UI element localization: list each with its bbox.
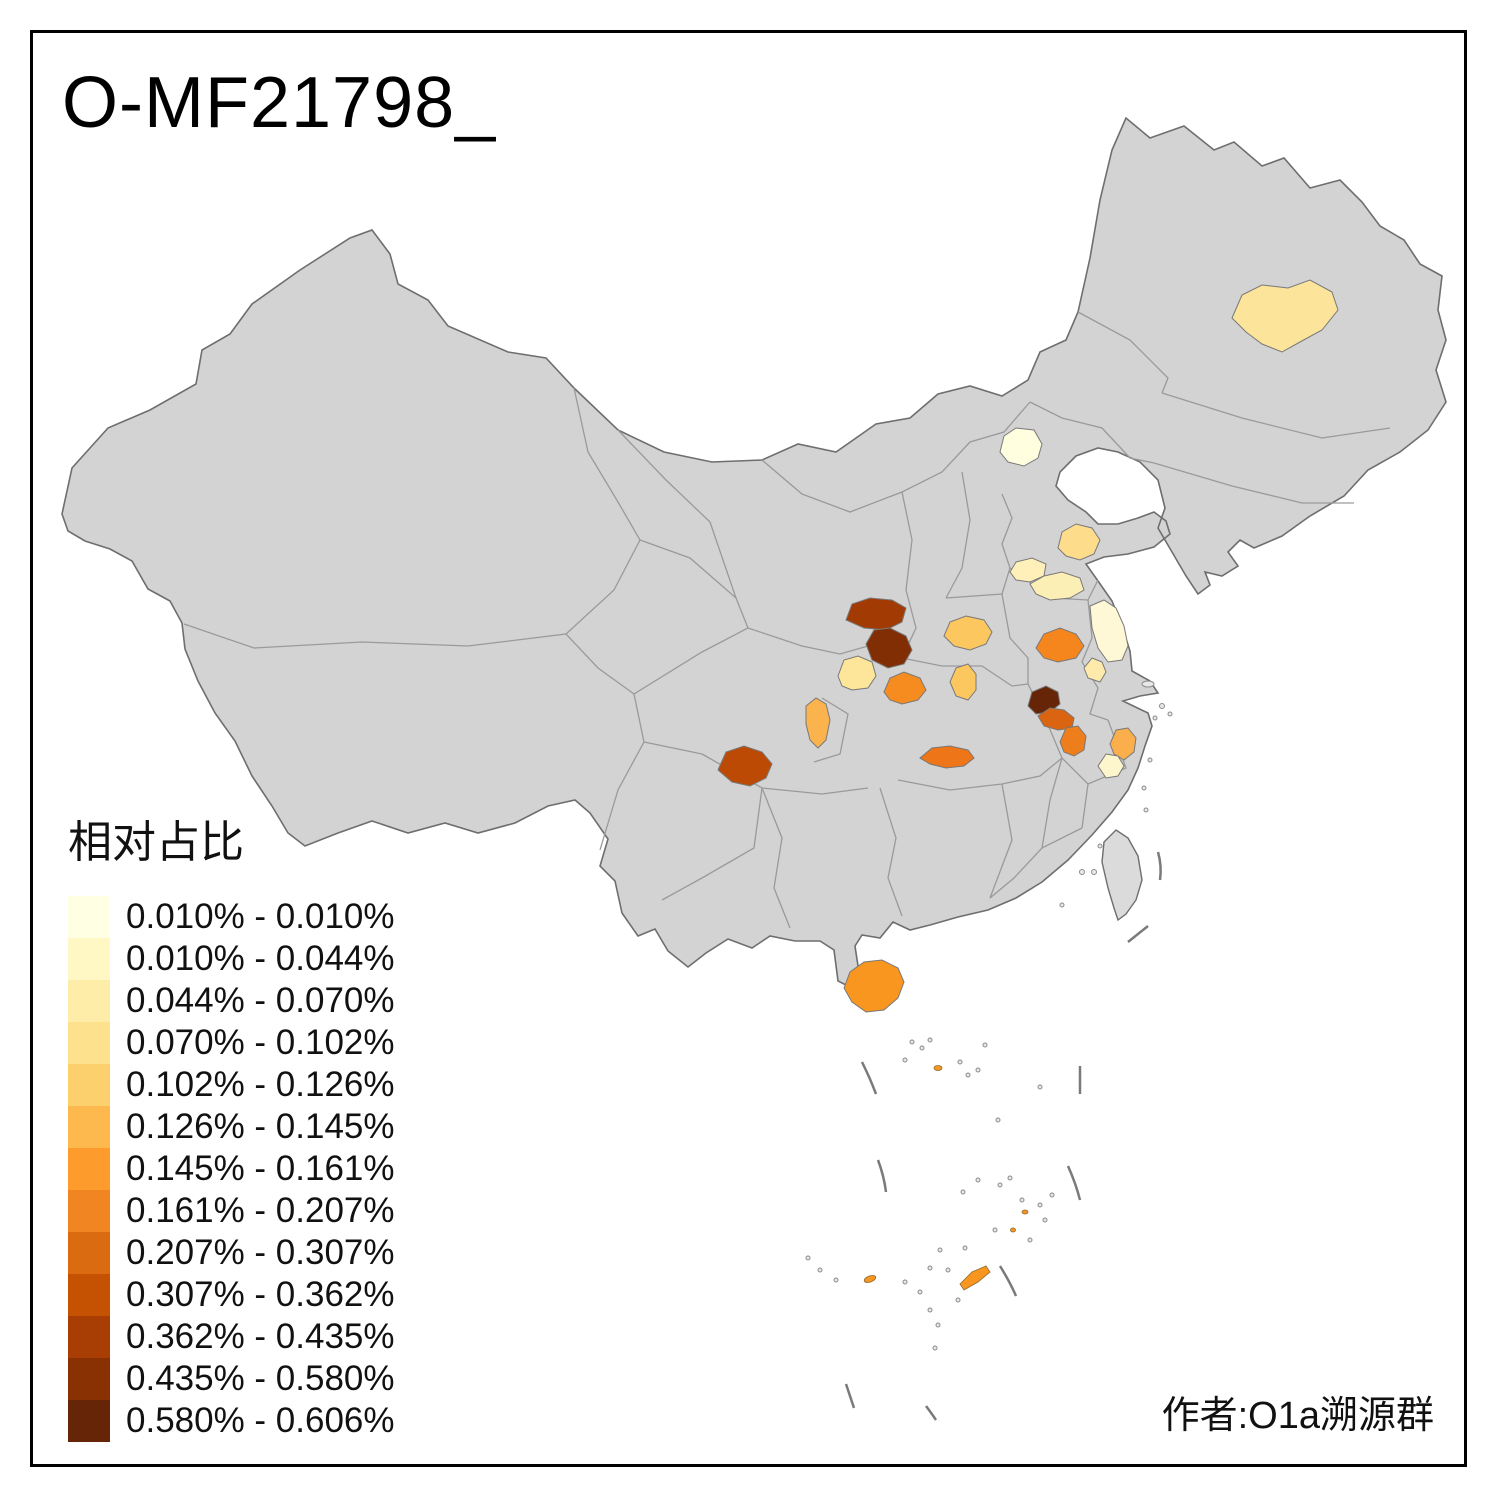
region-hefei — [1036, 628, 1084, 662]
legend-item: 0.207% - 0.307% — [68, 1232, 395, 1274]
legend-item: 0.102% - 0.126% — [68, 1064, 395, 1106]
legend-label: 0.145% - 0.161% — [126, 1149, 395, 1188]
legend-swatch — [68, 1148, 110, 1190]
region-taiwan — [1102, 830, 1142, 920]
legend-item: 0.362% - 0.435% — [68, 1316, 395, 1358]
legend-swatch — [68, 896, 110, 938]
region-wuhan-dark — [1028, 686, 1060, 714]
legend-swatch — [68, 1106, 110, 1148]
legend-item: 0.307% - 0.362% — [68, 1274, 395, 1316]
legend-label: 0.102% - 0.126% — [126, 1065, 395, 1104]
small-islands — [805, 680, 1173, 1351]
legend-label: 0.161% - 0.207% — [126, 1191, 395, 1230]
attribution-text: 作者:O1a溯源群 — [1161, 1395, 1434, 1437]
legend-item: 0.435% - 0.580% — [68, 1358, 395, 1400]
region-zhejiang-pale — [1098, 754, 1124, 778]
legend-swatch — [68, 1400, 110, 1442]
province-boundaries — [184, 312, 1390, 928]
legend-item: 0.010% - 0.044% — [68, 938, 395, 980]
legend-label: 0.435% - 0.580% — [126, 1359, 395, 1398]
legend-swatch — [68, 938, 110, 980]
legend-item: 0.010% - 0.010% — [68, 896, 395, 938]
legend-label: 0.307% - 0.362% — [126, 1275, 395, 1314]
legend-item: 0.580% - 0.606% — [68, 1400, 395, 1442]
region-ankang — [884, 672, 926, 704]
legend-items: 0.010% - 0.010% 0.010% - 0.044% 0.044% - 0… — [68, 896, 395, 1442]
legend-label: 0.044% - 0.070% — [126, 981, 395, 1020]
page-title: O-MF21798_ — [62, 63, 497, 143]
legend-swatch — [68, 1274, 110, 1316]
region-anhui-south — [1060, 726, 1086, 756]
legend: 相对占比 0.010% - 0.010% 0.010% - 0.044% 0.044… — [68, 806, 395, 1442]
region-chuzhou-pale — [1084, 658, 1106, 682]
legend-swatch — [68, 1022, 110, 1064]
region-hanzhong — [838, 656, 876, 690]
legend-item: 0.070% - 0.102% — [68, 1022, 395, 1064]
region-shandong-west — [1010, 558, 1046, 582]
legend-label: 0.207% - 0.307% — [126, 1233, 395, 1272]
region-xian — [866, 628, 912, 668]
legend-swatch — [68, 1358, 110, 1400]
region-sichuan-ne — [806, 698, 830, 748]
legend-item: 0.044% - 0.070% — [68, 980, 395, 1022]
dash-line-segments — [846, 852, 1161, 1420]
region-hubei-strip — [920, 746, 974, 768]
region-hainan — [844, 960, 904, 1012]
legend-swatch — [68, 980, 110, 1022]
legend-label: 0.362% - 0.435% — [126, 1317, 395, 1356]
region-jinan — [1058, 524, 1100, 560]
legend-item: 0.161% - 0.207% — [68, 1190, 395, 1232]
legend-label: 0.010% - 0.044% — [126, 939, 395, 978]
legend-label: 0.126% - 0.145% — [126, 1107, 395, 1146]
legend-label: 0.580% - 0.606% — [126, 1401, 395, 1440]
region-shandong-south — [1030, 572, 1084, 600]
legend-swatch — [68, 1316, 110, 1358]
region-jiangsu-coast — [1090, 600, 1128, 662]
region-ne-heilongjiang — [1232, 280, 1338, 352]
region-zhejiang-orange — [1110, 728, 1136, 760]
legend-swatch — [68, 1232, 110, 1274]
legend-label: 0.010% - 0.010% — [126, 897, 395, 936]
region-beijing — [1000, 428, 1042, 466]
region-sichuan-south — [718, 746, 772, 786]
region-henan-south — [950, 664, 976, 700]
region-hubei-east — [1038, 708, 1074, 730]
legend-item: 0.145% - 0.161% — [68, 1148, 395, 1190]
legend-swatch — [68, 1064, 110, 1106]
orange-islets — [863, 1065, 1029, 1291]
legend-title: 相对占比 — [68, 818, 244, 867]
legend-label: 0.070% - 0.102% — [126, 1023, 395, 1062]
legend-item: 0.126% - 0.145% — [68, 1106, 395, 1148]
region-henan-north — [944, 616, 992, 650]
region-shaanxi-north — [846, 598, 906, 630]
colored-regions — [718, 280, 1338, 1012]
legend-swatch — [68, 1190, 110, 1232]
